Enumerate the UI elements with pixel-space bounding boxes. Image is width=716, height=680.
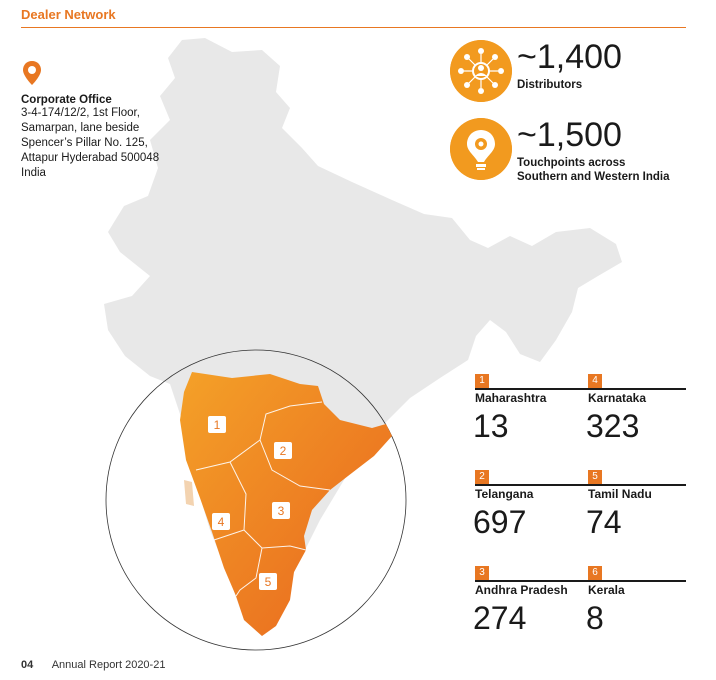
map-label: 6 (226, 594, 233, 608)
map-label: 1 (214, 418, 221, 432)
map-label: 5 (265, 575, 272, 589)
state-name: Andhra Pradesh (475, 583, 568, 597)
distributors-stat: ~1,400 Distributors (450, 38, 710, 104)
state-number-badge: 5 (588, 470, 602, 484)
state-number-badge: 4 (588, 374, 602, 388)
office-address-line: Attapur Hyderabad 500048 (21, 152, 160, 164)
map-label: 4 (218, 515, 225, 529)
corporate-office-block: Corporate Office 3-4-174/12/2, 1st Floor… (21, 60, 221, 181)
map-label: 2 (280, 444, 287, 458)
state-figure: 4 Karnataka 323 (586, 374, 703, 454)
section-title: Dealer Network (21, 7, 116, 22)
state-number-badge: 2 (475, 470, 489, 484)
state-count: 8 (586, 600, 604, 636)
stat-value: ~1,400 (517, 38, 622, 76)
stat-label: Distributors (517, 79, 583, 91)
stat-value: ~1,500 (517, 116, 622, 154)
state-count: 697 (473, 504, 527, 540)
office-title: Corporate Office (21, 94, 112, 106)
state-figure: 2 Telangana 697 (473, 470, 590, 550)
state-name: Tamil Nadu (588, 487, 652, 501)
office-address-line: India (21, 167, 46, 179)
location-pin-icon (23, 61, 41, 85)
state-number-badge: 6 (588, 566, 602, 580)
state-count: 74 (586, 504, 622, 540)
state-figure: 6 Kerala 8 (586, 566, 703, 646)
stat-label: Touchpoints across Southern and Western … (517, 157, 670, 183)
page-footer: 04 Annual Report 2020-21 (21, 659, 165, 671)
state-count: 323 (586, 408, 640, 444)
state-count: 274 (473, 600, 527, 636)
state-name: Maharashtra (475, 391, 547, 405)
zoom-circle (105, 349, 407, 651)
state-number-badge: 3 (475, 566, 489, 580)
touchpoint-bulb-icon (450, 118, 512, 180)
state-figure: 3 Andhra Pradesh 274 (473, 566, 590, 646)
map-label: 3 (278, 504, 285, 518)
office-address-line: 3-4-174/12/2, 1st Floor, (21, 107, 140, 119)
footer-text: Annual Report 2020-21 (51, 659, 166, 671)
state-figure: 1 Maharashtra 13 (473, 374, 590, 454)
network-people-icon (450, 40, 512, 102)
state-figure: 5 Tamil Nadu 74 (586, 470, 703, 550)
state-number-badge: 1 (475, 374, 489, 388)
touchpoints-stat: ~1,500 Touchpoints across Southern and W… (450, 116, 710, 183)
office-address-line: Spencer’s Pillar No. 125, (21, 137, 148, 149)
state-name: Telangana (475, 487, 534, 501)
state-name: Karnataka (588, 391, 647, 405)
state-name: Kerala (588, 583, 625, 597)
state-count: 13 (473, 408, 509, 444)
section-header: Dealer Network (21, 0, 686, 28)
page-number: 04 (21, 659, 34, 671)
office-address-line: Samarpan, lane beside (21, 122, 140, 134)
